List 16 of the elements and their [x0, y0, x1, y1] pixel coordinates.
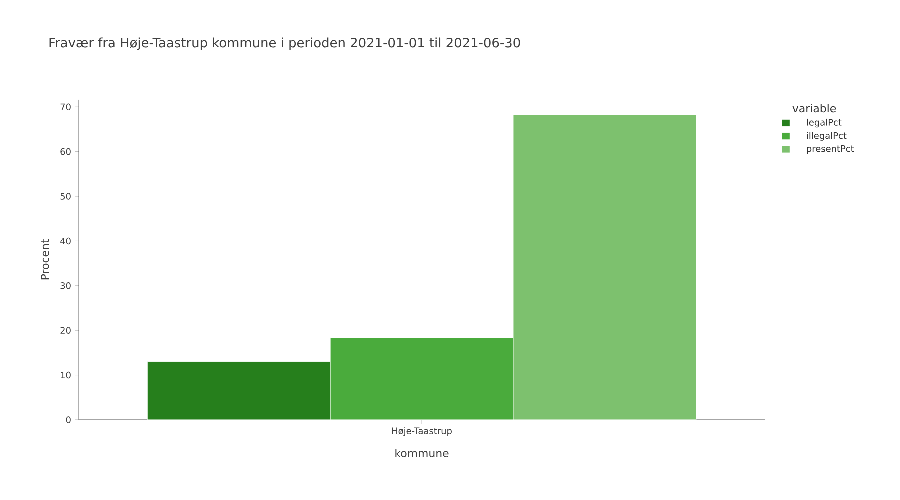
y-tick-label: 40 [60, 238, 71, 245]
x-axis-title: kommune [396, 449, 449, 458]
legend-title: variable [792, 104, 836, 113]
legend-label: legalPct [807, 118, 842, 128]
y-tick-label: 30 [60, 282, 71, 290]
y-tick-label: 70 [60, 104, 71, 111]
y-tick-label: 50 [60, 193, 71, 200]
x-tick-label: Høje-Taastrup [392, 428, 452, 436]
y-axis-title: Procent [41, 240, 50, 280]
legend-label: presentPct [807, 146, 854, 154]
y-tick-label: 20 [60, 327, 71, 334]
y-tick-label: 0 [66, 416, 71, 424]
chart-title: Fravær fra Høje-Taastrup kommune i perioden 2021-01-01 til 2021-06-30 [50, 38, 520, 50]
y-tick-label: 60 [60, 148, 71, 156]
y-tick-label: 10 [61, 372, 71, 379]
legend-label: illegalPct [807, 132, 847, 141]
